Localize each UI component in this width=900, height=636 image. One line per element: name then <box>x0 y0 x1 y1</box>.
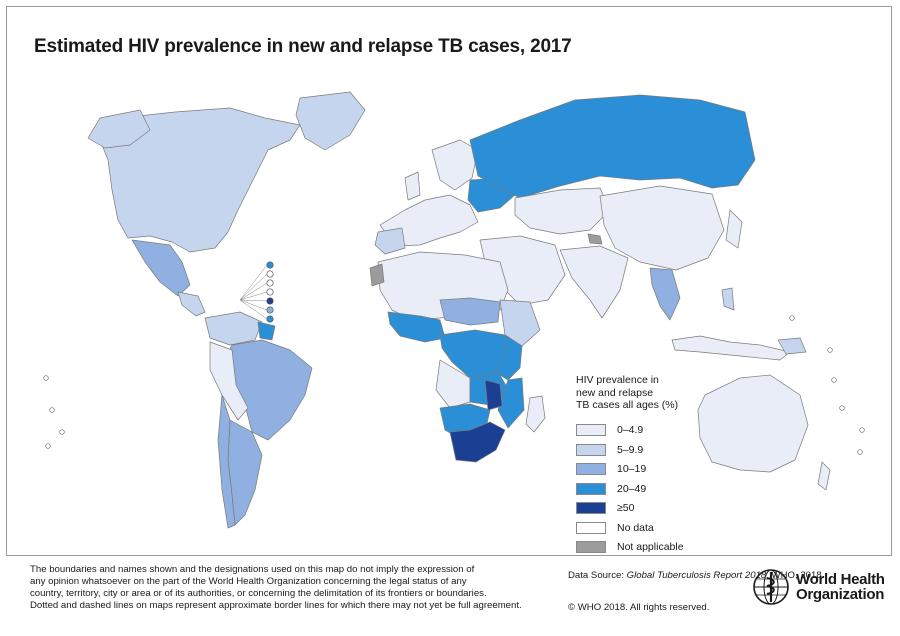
australia-region <box>697 374 809 473</box>
caribbean-callout-marker <box>266 279 274 287</box>
legend-swatch <box>576 541 606 554</box>
png-region <box>777 337 807 355</box>
callout-leader-line <box>239 299 268 320</box>
western-sahara-na <box>369 263 385 287</box>
legend-label: No data <box>617 521 654 534</box>
nz-region <box>817 461 831 491</box>
south-asia-region <box>559 245 629 319</box>
map-title: Estimated HIV prevalence in new and rela… <box>34 36 572 57</box>
world-map <box>43 91 865 529</box>
island-marker <box>859 427 865 433</box>
legend-label: 10–19 <box>617 463 647 476</box>
east-africa-region <box>499 299 541 347</box>
island-marker <box>789 315 795 321</box>
north-america-region <box>99 107 301 253</box>
legend-swatch <box>576 463 606 476</box>
callout-leader-line <box>239 273 268 301</box>
legend-item: No data <box>576 518 684 538</box>
legend-label: 0–4.9 <box>617 424 644 437</box>
japan-region <box>725 209 743 249</box>
central-asia-region <box>514 187 611 235</box>
chile-region <box>217 394 236 529</box>
who-emblem-icon <box>753 569 789 605</box>
legend-item: 10–19 <box>576 460 684 480</box>
copyright: © WHO 2018. All rights reserved. <box>568 602 710 613</box>
legend-swatch <box>576 424 606 437</box>
legend-label: ≥50 <box>617 502 635 515</box>
alaska-region <box>87 109 151 149</box>
island-marker <box>45 443 51 449</box>
caribbean-callout-marker <box>266 315 274 323</box>
caribbean-callout-marker <box>266 297 274 305</box>
callout-leader-line <box>239 291 268 301</box>
island-marker <box>49 407 55 413</box>
caribbean-callout-marker <box>266 306 274 314</box>
legend-swatch <box>576 482 606 495</box>
who-name-line2: Organization <box>796 586 885 603</box>
legend-item: 20–49 <box>576 479 684 499</box>
philippines-region <box>721 287 735 311</box>
legend: HIV prevalence in new and relapse TB cas… <box>576 374 684 557</box>
caribbean-callout-marker <box>266 261 274 269</box>
afghanistan-na <box>587 233 603 245</box>
guianas-region <box>257 321 276 341</box>
who-name-line1: World Health <box>796 571 885 588</box>
legend-swatch <box>576 443 606 456</box>
legend-item: Not applicable <box>576 538 684 558</box>
legend-label: Not applicable <box>617 541 684 554</box>
map-frame <box>6 6 892 556</box>
legend-label: 5–9.9 <box>617 443 644 456</box>
china-region <box>599 185 725 271</box>
sahel-region <box>439 297 501 326</box>
island-marker <box>831 377 837 383</box>
island-marker <box>59 429 65 435</box>
scandinavia-region <box>431 139 479 191</box>
caribbean-callout-marker <box>266 270 274 278</box>
island-marker <box>839 405 845 411</box>
legend-title: HIV prevalence in new and relapse TB cas… <box>576 374 679 411</box>
madagascar-region <box>525 395 546 433</box>
colombia-venezuela-region <box>204 311 263 346</box>
western-europe-region <box>379 194 479 247</box>
data-source: Data Source: Global Tuberculosis Report … <box>568 570 825 581</box>
russia-region <box>469 94 756 199</box>
legend-item: 5–9.9 <box>576 440 684 460</box>
callout-leader-line <box>239 299 268 302</box>
mexico-region <box>131 239 191 297</box>
legend-label: 20–49 <box>617 482 647 495</box>
disclaimer: The boundaries and names shown and the d… <box>30 564 522 611</box>
legend-item: ≥50 <box>576 499 684 519</box>
central-america-region <box>177 291 206 317</box>
callout-leader-line <box>239 299 268 311</box>
island-marker <box>827 347 833 353</box>
island-marker <box>43 375 49 381</box>
southeast-asia-region <box>649 267 681 321</box>
caribbean-callout-marker <box>266 288 274 296</box>
uk-region <box>404 171 421 201</box>
greenland-region <box>295 91 366 151</box>
callout-leader-line <box>239 282 268 301</box>
who-logo: World Health Organization <box>752 568 885 606</box>
zimbabwe-region <box>484 379 503 411</box>
indonesia-region <box>671 335 791 361</box>
legend-swatch <box>576 521 606 534</box>
callout-leader-line <box>239 264 268 301</box>
legend-item: 0–4.9 <box>576 421 684 441</box>
iberia-region <box>374 227 406 255</box>
legend-swatch <box>576 502 606 515</box>
island-marker <box>857 449 863 455</box>
south-africa-region <box>449 421 506 463</box>
west-africa-region <box>387 311 446 343</box>
peru-bolivia-region <box>209 341 249 421</box>
